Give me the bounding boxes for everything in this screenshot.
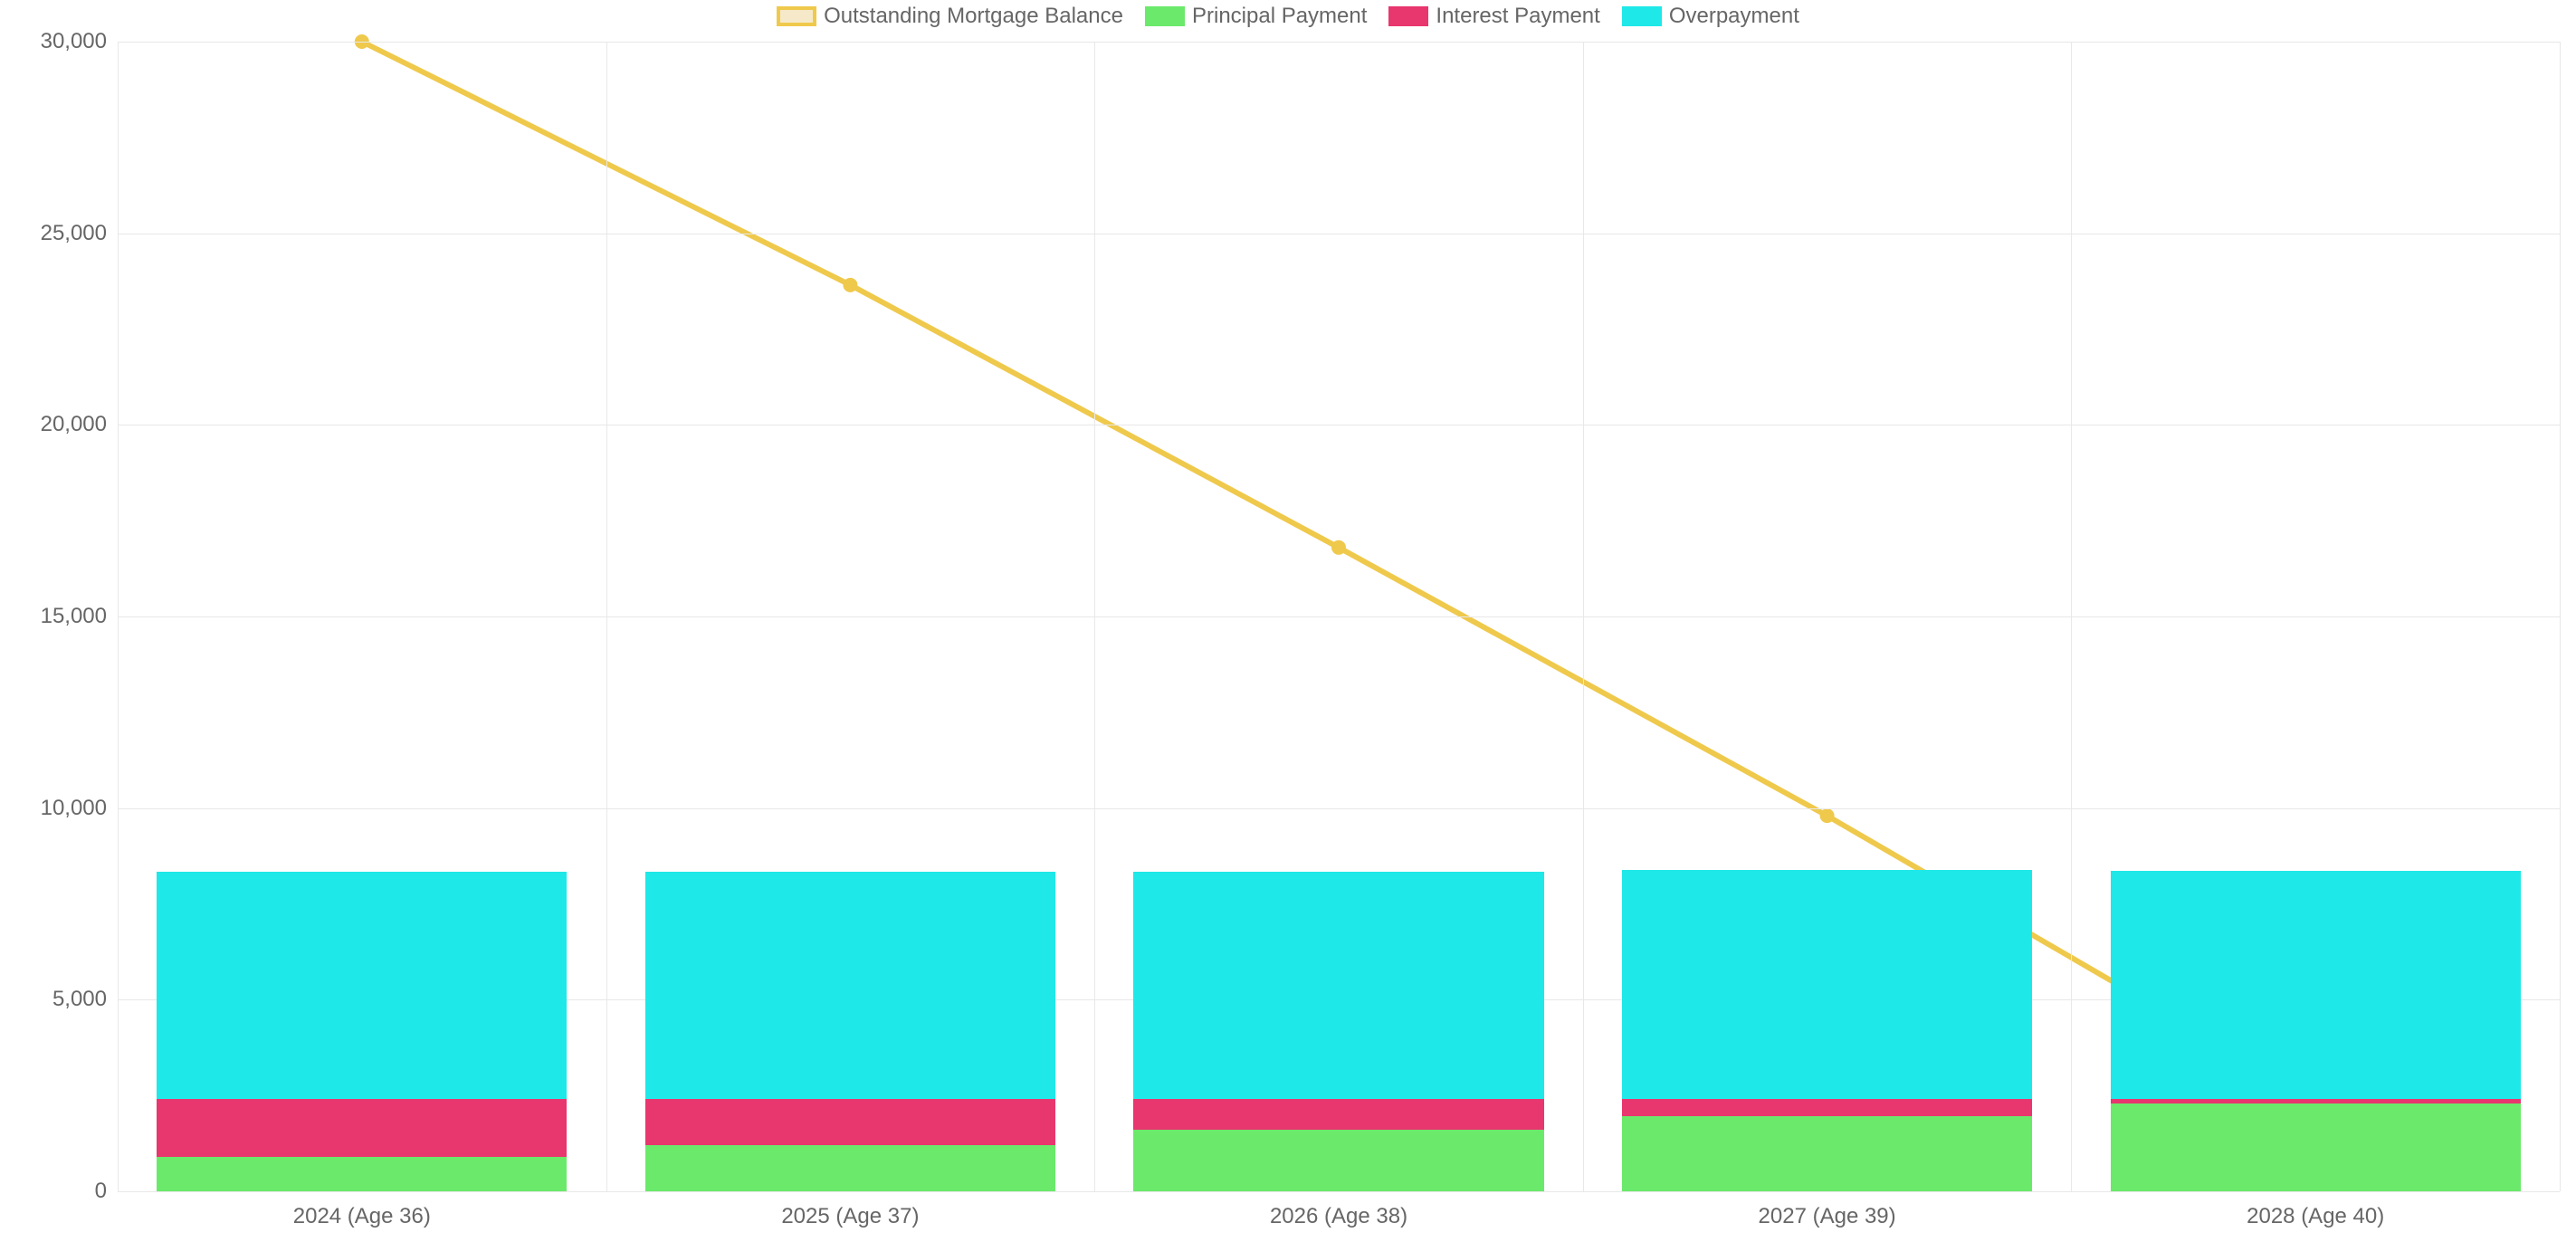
interest-bar-segment[interactable]	[1133, 1099, 1543, 1130]
gridline	[118, 42, 2560, 43]
y-tick-label: 25,000	[0, 221, 107, 246]
legend-swatch	[777, 6, 816, 26]
legend-swatch	[1622, 6, 1662, 26]
gridline	[118, 808, 2560, 809]
legend-label: Interest Payment	[1436, 4, 1599, 29]
balance-line-point[interactable]	[1331, 540, 1346, 555]
y-tick-label: 20,000	[0, 412, 107, 437]
balance-line-point[interactable]	[843, 278, 857, 292]
plot-area	[118, 42, 2560, 1191]
x-tick-label: 2025 (Age 37)	[781, 1204, 919, 1229]
category-divider	[2560, 42, 2561, 1191]
category-divider	[606, 42, 607, 1191]
overpayment-bar-segment[interactable]	[157, 872, 567, 1100]
interest-bar-segment[interactable]	[1622, 1099, 2032, 1116]
category-divider	[118, 42, 119, 1191]
legend-item[interactable]: Outstanding Mortgage Balance	[777, 4, 1123, 29]
principal-bar-segment[interactable]	[1622, 1116, 2032, 1191]
category-divider	[2071, 42, 2072, 1191]
interest-bar-segment[interactable]	[157, 1099, 567, 1157]
mortgage-chart: Outstanding Mortgage Balance Principal Pa…	[0, 0, 2576, 1242]
overpayment-bar-segment[interactable]	[2111, 871, 2521, 1099]
balance-line-point[interactable]	[1820, 808, 1835, 823]
y-tick-label: 15,000	[0, 604, 107, 629]
principal-bar-segment[interactable]	[1133, 1130, 1543, 1191]
y-tick-label: 10,000	[0, 796, 107, 821]
gridline	[118, 616, 2560, 617]
y-tick-label: 0	[0, 1179, 107, 1204]
legend-swatch	[1388, 6, 1428, 26]
category-divider	[1583, 42, 1584, 1191]
legend: Outstanding Mortgage Balance Principal Pa…	[0, 4, 2576, 29]
x-tick-label: 2028 (Age 40)	[2247, 1204, 2384, 1229]
legend-item[interactable]: Interest Payment	[1388, 4, 1599, 29]
interest-bar-segment[interactable]	[645, 1099, 1055, 1145]
legend-item[interactable]: Principal Payment	[1145, 4, 1367, 29]
legend-label: Principal Payment	[1192, 4, 1367, 29]
overpayment-bar-segment[interactable]	[645, 872, 1055, 1100]
principal-bar-segment[interactable]	[157, 1157, 567, 1191]
legend-swatch	[1145, 6, 1185, 26]
category-divider	[1094, 42, 1095, 1191]
y-tick-label: 5,000	[0, 987, 107, 1012]
legend-label: Overpayment	[1669, 4, 1799, 29]
y-tick-label: 30,000	[0, 29, 107, 54]
x-tick-label: 2027 (Age 39)	[1759, 1204, 1896, 1229]
overpayment-bar-segment[interactable]	[1622, 870, 2032, 1099]
interest-bar-segment[interactable]	[2111, 1099, 2521, 1103]
x-tick-label: 2024 (Age 36)	[293, 1204, 431, 1229]
principal-bar-segment[interactable]	[645, 1145, 1055, 1191]
x-tick-label: 2026 (Age 38)	[1270, 1204, 1407, 1229]
legend-item[interactable]: Overpayment	[1622, 4, 1799, 29]
legend-label: Outstanding Mortgage Balance	[824, 4, 1123, 29]
overpayment-bar-segment[interactable]	[1133, 872, 1543, 1100]
principal-bar-segment[interactable]	[2111, 1103, 2521, 1191]
gridline	[118, 1191, 2560, 1192]
